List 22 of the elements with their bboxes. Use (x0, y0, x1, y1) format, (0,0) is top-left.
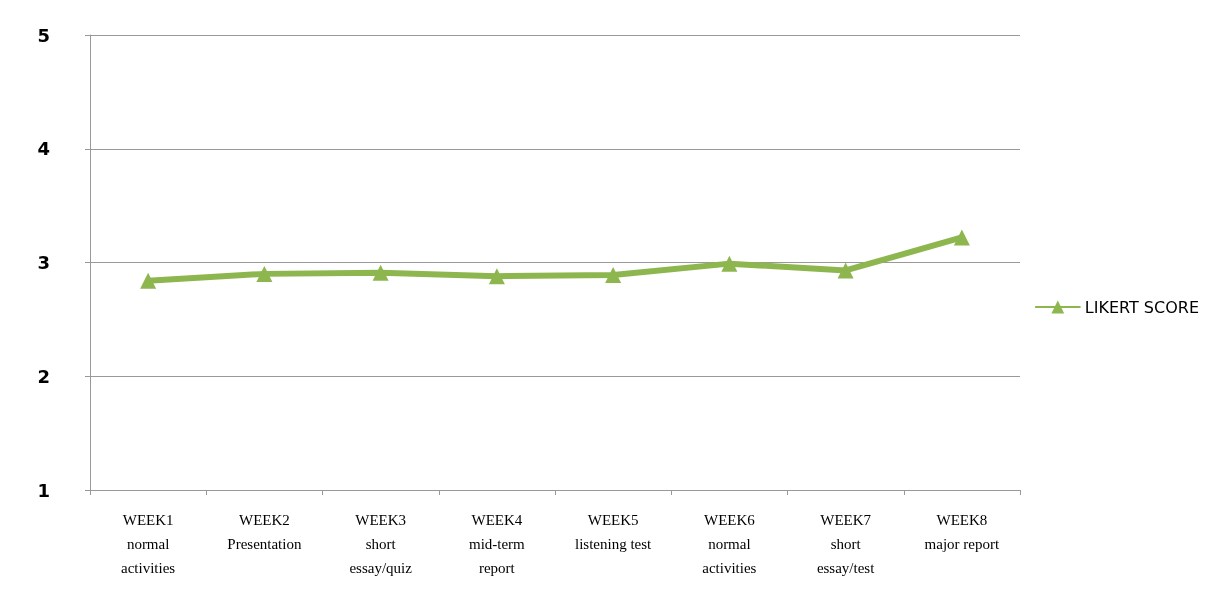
y-tick-label: 1 (37, 479, 50, 501)
x-tick-label: WEEK4 mid-term report (468, 512, 526, 576)
x-tick-label: WEEK6 normal activities (702, 512, 757, 576)
y-tick-label: 5 (37, 24, 50, 46)
x-tick-label: WEEK5 listening test (575, 512, 653, 552)
y-tick-label: 2 (37, 365, 50, 387)
point (488, 268, 505, 285)
point (605, 267, 622, 284)
y-tick-label: 4 (37, 138, 50, 160)
x-tick-label: WEEK3 short essay/quiz (349, 512, 413, 576)
x-tick-label: WEEK1 normal activities (121, 512, 176, 576)
point (140, 272, 157, 289)
point (953, 229, 970, 246)
x-tick-label: WEEK2 Presentation (227, 512, 302, 552)
point (372, 264, 389, 281)
x-tick-label: WEEK8 major report (924, 512, 1000, 552)
y-tick-label: 3 (37, 252, 50, 273)
x-tick-label: WEEK7 short essay/test (816, 512, 876, 576)
point (256, 265, 273, 282)
legend-label: LIKERT SCORE (1084, 297, 1200, 317)
point (837, 262, 854, 279)
point (721, 255, 738, 272)
